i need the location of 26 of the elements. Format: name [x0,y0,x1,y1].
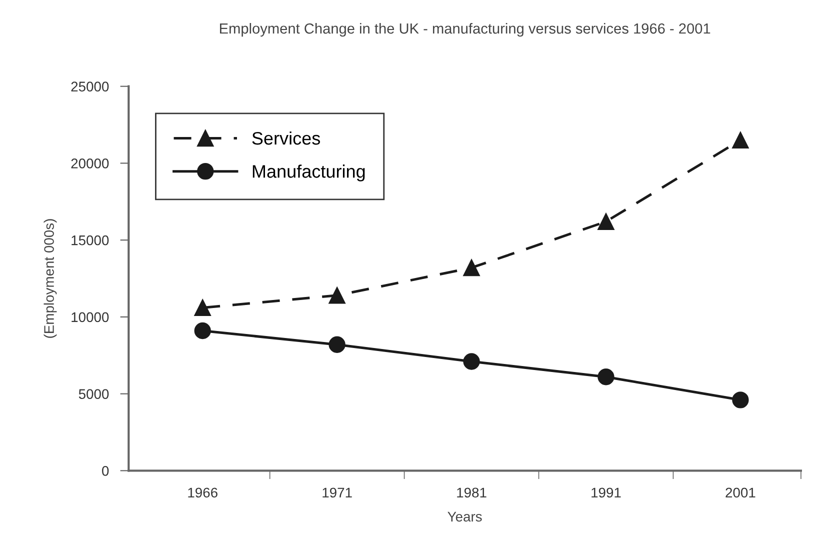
x-tick-label: 1991 [592,488,621,498]
point [328,336,346,353]
x-tick-label: 1971 [322,488,352,498]
point [463,353,480,370]
x-tick-label: 1966 [188,488,218,498]
y-tick-label: 0 [102,466,109,476]
point [732,392,749,408]
point [463,259,480,276]
y-axis-title: (Employment 000s) [44,219,57,338]
y-tick-label: 5000 [78,389,109,399]
legend-label: Services [252,131,320,145]
point [194,299,211,316]
y-tick-label: 20000 [71,158,109,168]
point [194,322,211,340]
x-axis-title: Years [448,512,482,522]
legend-label: Manufacturing [252,164,365,182]
point [598,213,614,230]
chart-title: Employment Change in the UK - manufacturing versus services 1966 - 2001 [220,22,710,37]
y-tick-label: 10000 [72,312,109,322]
point [328,287,346,304]
x-tick-label: 1981 [457,488,486,498]
point [732,132,749,148]
y-tick-label: 25000 [71,82,109,92]
point [598,368,614,386]
y-tick-label: 15000 [72,235,109,246]
x-tick-label: 2001 [726,488,756,498]
